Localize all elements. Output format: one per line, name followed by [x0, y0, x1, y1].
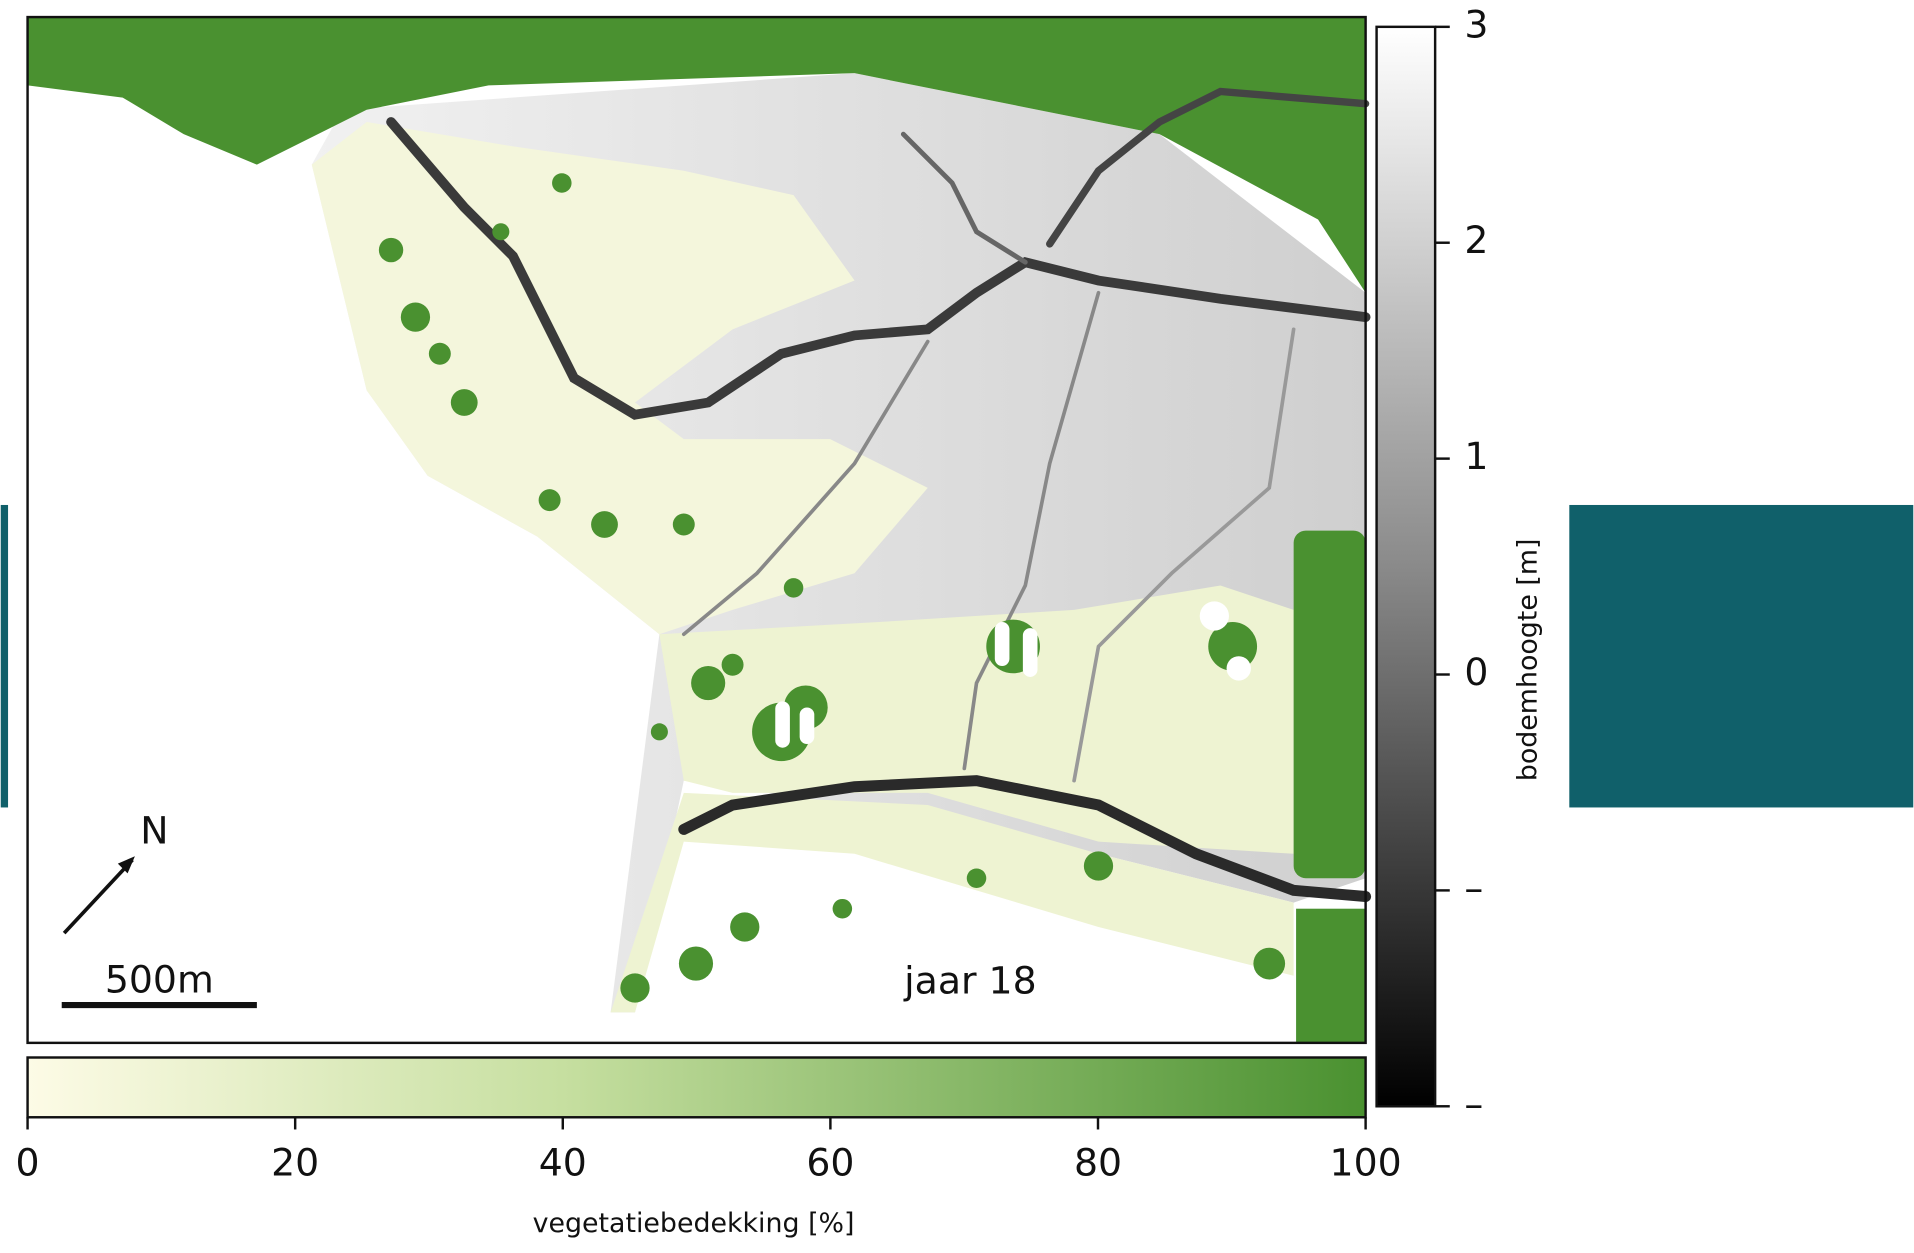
tick-label: 0	[1464, 650, 1488, 694]
vegetation-colorbar	[28, 1058, 1366, 1118]
tick-label: 80	[1074, 1140, 1122, 1184]
tick-label: 2	[1464, 218, 1488, 262]
tick-label: 1	[1464, 434, 1488, 478]
tick-label: –	[1464, 866, 1483, 910]
tick-label: 40	[539, 1140, 587, 1184]
side-panel	[1, 505, 8, 807]
year-label: jaar 18	[903, 959, 1036, 1003]
tick-label: 60	[806, 1140, 854, 1184]
north-label: N	[140, 809, 168, 853]
tick-label: 100	[1330, 1140, 1402, 1184]
tick-label: 0	[16, 1140, 40, 1184]
tick-label: –	[1464, 1082, 1483, 1126]
scale-label: 500m	[105, 957, 214, 1001]
vegetation-colorbar-label: vegetatiebedekking [%]	[533, 1208, 855, 1239]
tick-label: 20	[271, 1140, 319, 1184]
figure: N 500m jaar 18 bodemhoogte [m] vegetatie…	[0, 0, 1914, 1249]
map: N 500m jaar 18	[28, 17, 1366, 1043]
elevation-colorbar-label: bodemhoogte [m]	[1513, 539, 1544, 782]
side-panel	[1569, 505, 1913, 807]
elevation-colorbar	[1377, 27, 1436, 1106]
tick-label: 3	[1464, 2, 1488, 46]
